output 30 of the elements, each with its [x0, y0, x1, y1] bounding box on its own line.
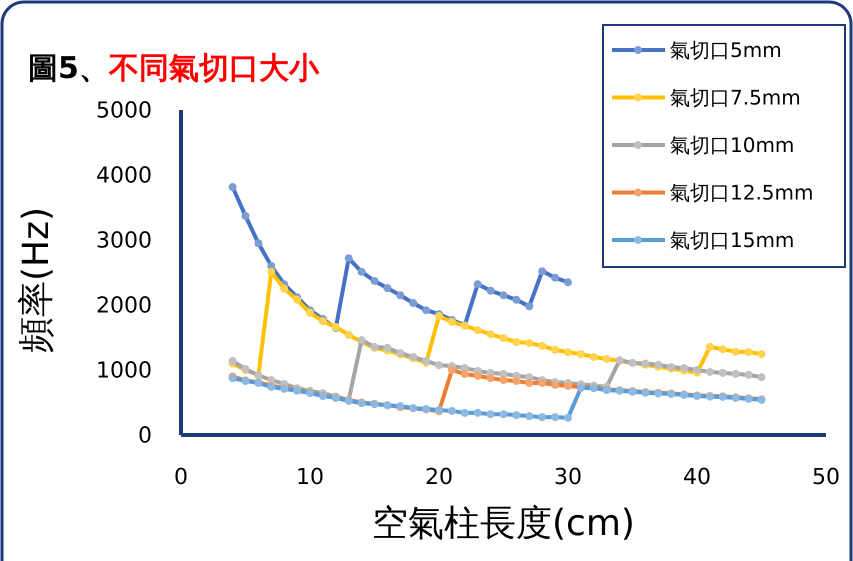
x-tick-label: 30 [554, 465, 582, 490]
y-tick-label: 2000 [96, 294, 152, 319]
point [435, 361, 443, 370]
x-axis-title: 空氣柱長度(cm) [372, 503, 635, 544]
x-tick-label: 20 [425, 465, 453, 490]
x-tick-label: 40 [683, 465, 711, 490]
point [228, 356, 237, 365]
y-tick-label: 5000 [96, 98, 152, 124]
legend-label: 氣切口7.5mm [670, 86, 801, 110]
point [693, 366, 701, 374]
point [732, 370, 740, 378]
legend-label: 氣切口12.5mm [670, 180, 814, 204]
legend-label: 氣切口10mm [670, 133, 794, 157]
legend-label: 氣切口15mm [670, 228, 794, 252]
y-tick-label: 1000 [96, 358, 152, 384]
point [383, 344, 392, 352]
y-tick-label: 4000 [96, 164, 152, 189]
legend-label: 氣切口5mm [670, 38, 782, 62]
point [744, 370, 753, 379]
point [680, 364, 688, 372]
chart-title: 圖5、不同氣切口大小 [28, 51, 320, 86]
point [758, 373, 766, 382]
x-tick-label: 10 [296, 465, 324, 490]
y-tick-label: 3000 [96, 228, 152, 254]
point [706, 368, 714, 376]
x-tick-label: 0 [174, 465, 188, 490]
y-tick-label: 0 [138, 424, 152, 449]
x-tick-label: 50 [812, 465, 840, 490]
point [718, 368, 727, 377]
y-axis-title: 頻率(Hz) [16, 206, 57, 354]
